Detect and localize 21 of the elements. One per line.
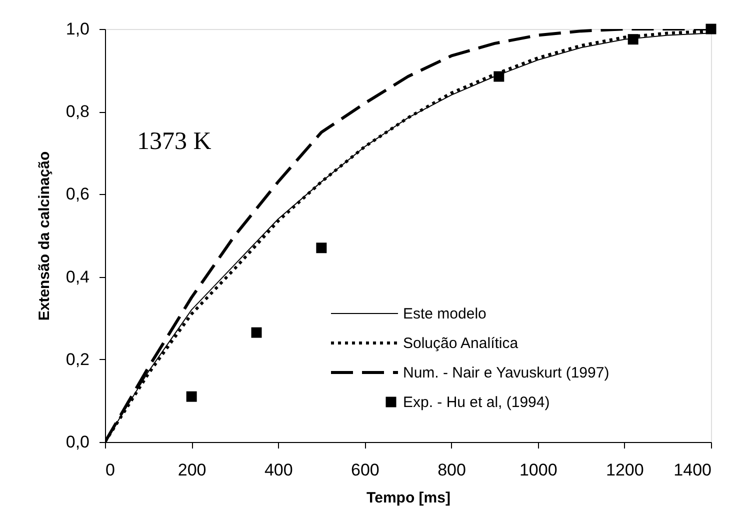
y-tick-label: 0,8	[66, 102, 90, 122]
y-tick-label: 0,6	[66, 184, 90, 204]
y-tick-label: 0,2	[66, 350, 90, 369]
legend-label: Solução Analítica	[403, 335, 519, 352]
y-tick-label: 1,0	[66, 20, 90, 38]
legend-label: Num. - Nair e Yavuskurt (1997)	[403, 364, 610, 382]
x-axis-title: Tempo [ms]	[366, 490, 450, 506]
x-tick-label: 1200	[606, 460, 644, 480]
y-axis-title: Extensão da calcinação	[36, 151, 53, 321]
x-tick-label: 800	[438, 460, 466, 480]
x-tick-label: 1400	[674, 460, 712, 480]
x-tick-label: 600	[351, 460, 380, 480]
x-tick-label: 0	[106, 460, 115, 480]
y-tick-label: 0,4	[66, 267, 90, 286]
annotation: 1373 K	[137, 128, 212, 155]
legend-label: Este modelo	[403, 306, 486, 322]
x-tick-label: 1000	[519, 460, 558, 480]
y-tick-label: 0,0	[66, 432, 90, 452]
x-tick-label: 400	[264, 460, 293, 480]
legend-label: Exp. - Hu et al, (1994)	[403, 394, 550, 411]
x-tick-label: 200	[178, 460, 206, 480]
